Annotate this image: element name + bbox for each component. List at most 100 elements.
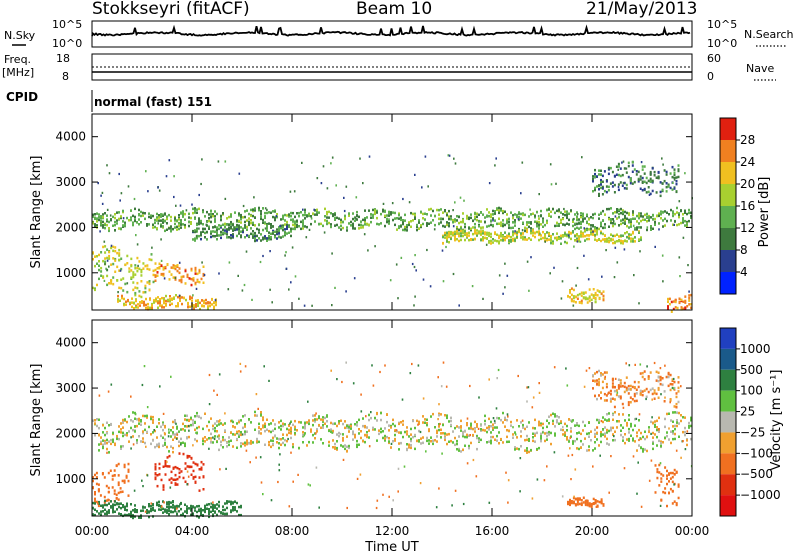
power-cell bbox=[292, 220, 294, 223]
velocity-cell bbox=[104, 433, 106, 437]
power-cell bbox=[178, 218, 180, 221]
power-cell bbox=[102, 259, 105, 263]
power-cell bbox=[196, 223, 198, 227]
power-cell bbox=[560, 242, 562, 245]
power-cell bbox=[200, 219, 202, 223]
velocity-cell bbox=[204, 508, 206, 511]
velocity-cell bbox=[118, 425, 120, 428]
velocity-cell bbox=[158, 445, 160, 449]
velocity-cell bbox=[230, 419, 232, 423]
velocity-cell bbox=[168, 505, 170, 508]
power-cell bbox=[621, 184, 624, 187]
velocity-cell bbox=[657, 371, 660, 374]
velocity-cell bbox=[686, 430, 689, 433]
power-cell bbox=[560, 234, 562, 237]
velocity-cell bbox=[384, 364, 386, 367]
velocity-cell bbox=[438, 414, 440, 417]
power-cell bbox=[196, 279, 199, 283]
power-cell bbox=[122, 220, 124, 223]
power-cell bbox=[164, 213, 166, 216]
velocity-cell bbox=[336, 433, 338, 436]
velocity-cell bbox=[569, 499, 571, 502]
power-cell bbox=[94, 213, 96, 216]
power-cell bbox=[518, 227, 520, 231]
velocity-cell bbox=[680, 456, 682, 459]
power-cell bbox=[201, 158, 203, 161]
power-cell bbox=[620, 211, 622, 215]
velocity-cell bbox=[617, 395, 620, 398]
velocity-cell bbox=[100, 504, 102, 507]
power-cell bbox=[326, 187, 329, 190]
velocity-cell bbox=[222, 512, 224, 515]
power-cell bbox=[454, 201, 456, 204]
velocity-cell bbox=[598, 444, 600, 447]
power-cell bbox=[108, 229, 110, 233]
velocity-cell bbox=[94, 500, 96, 503]
velocity-cell bbox=[304, 421, 306, 424]
x-tick-label: 04:00 bbox=[175, 524, 210, 538]
power-cell bbox=[182, 211, 184, 214]
power-cell bbox=[159, 301, 161, 305]
velocity-cell bbox=[520, 445, 522, 448]
power-cell bbox=[232, 229, 234, 232]
power-cell bbox=[184, 269, 187, 273]
velocity-cell bbox=[576, 422, 578, 425]
velocity-cell bbox=[670, 419, 672, 422]
power-cell bbox=[250, 232, 252, 236]
velocity-cell bbox=[166, 501, 168, 504]
velocity-cell bbox=[202, 427, 204, 431]
power-cell bbox=[182, 215, 184, 218]
power-cell bbox=[538, 230, 540, 233]
power-cell bbox=[222, 212, 224, 215]
power-cell bbox=[202, 223, 204, 226]
power-cell bbox=[250, 221, 252, 225]
velocity-cell bbox=[344, 444, 346, 447]
velocity-cell bbox=[152, 415, 154, 419]
power-cell bbox=[496, 208, 498, 211]
power-cell bbox=[672, 300, 675, 303]
velocity-cell bbox=[672, 425, 674, 428]
velocity-cell bbox=[578, 447, 580, 451]
velocity-cell bbox=[654, 420, 656, 423]
velocity-cell bbox=[588, 421, 590, 424]
velocity-cell bbox=[360, 436, 362, 440]
velocity-cell bbox=[214, 426, 216, 430]
power-cell bbox=[278, 232, 280, 235]
velocity-cell bbox=[108, 511, 110, 514]
power-cell bbox=[631, 170, 634, 173]
power-cell bbox=[108, 265, 110, 268]
power-cell bbox=[117, 291, 119, 294]
power-cell bbox=[204, 227, 206, 231]
velocity-cell bbox=[176, 504, 178, 508]
power-cell bbox=[471, 285, 474, 288]
power-cell bbox=[182, 275, 185, 278]
power-cell bbox=[152, 223, 154, 226]
power-cell bbox=[506, 221, 508, 225]
power-colorbar-tick-label: 16 bbox=[740, 199, 755, 213]
power-cell bbox=[242, 216, 244, 219]
velocity-cell bbox=[460, 429, 462, 432]
power-cell bbox=[448, 224, 450, 228]
velocity-cell bbox=[538, 446, 540, 450]
power-cell bbox=[128, 270, 131, 273]
velocity-cell bbox=[94, 497, 96, 501]
power-cell bbox=[275, 215, 278, 218]
velocity-cell bbox=[121, 479, 124, 483]
power-cell bbox=[264, 235, 266, 238]
velocity-cell bbox=[172, 426, 174, 429]
power-cell bbox=[627, 164, 630, 168]
velocity-cell bbox=[212, 507, 214, 510]
power-cell bbox=[514, 239, 516, 242]
velocity-cell bbox=[130, 513, 132, 516]
power-cell bbox=[146, 264, 149, 267]
velocity-cell bbox=[548, 422, 550, 425]
velocity-cell bbox=[616, 391, 619, 394]
velocity-cell bbox=[618, 413, 620, 416]
power-cell bbox=[122, 217, 125, 220]
velocity-cell bbox=[244, 430, 246, 433]
power-cell bbox=[638, 302, 640, 305]
power-cell bbox=[274, 236, 276, 239]
power-cell bbox=[175, 204, 177, 207]
power-cell bbox=[198, 234, 200, 238]
power-cell bbox=[634, 217, 636, 220]
